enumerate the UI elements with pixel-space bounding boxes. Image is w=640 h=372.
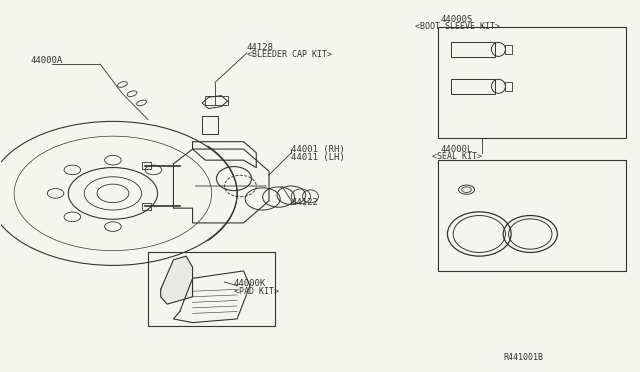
Text: 44000S: 44000S bbox=[441, 15, 473, 23]
Text: <SEAL KIT>: <SEAL KIT> bbox=[432, 152, 482, 161]
Text: 44000L: 44000L bbox=[441, 145, 473, 154]
Bar bbox=[505, 82, 513, 91]
Bar bbox=[205, 96, 228, 105]
Text: <BLEEDER CAP KIT>: <BLEEDER CAP KIT> bbox=[246, 51, 332, 60]
Polygon shape bbox=[161, 256, 193, 304]
Text: 44000K: 44000K bbox=[234, 279, 266, 288]
Bar bbox=[202, 116, 218, 134]
Bar bbox=[438, 27, 626, 138]
Text: 44001 (RH): 44001 (RH) bbox=[291, 145, 345, 154]
Bar bbox=[451, 79, 495, 94]
Text: <PAD KIT>: <PAD KIT> bbox=[234, 287, 279, 296]
Text: 44122: 44122 bbox=[291, 198, 318, 207]
Text: 44000A: 44000A bbox=[30, 56, 62, 65]
Bar bbox=[451, 42, 495, 57]
Text: R441001B: R441001B bbox=[503, 353, 543, 362]
Text: 44128: 44128 bbox=[246, 43, 273, 52]
Bar bbox=[438, 160, 626, 271]
Bar bbox=[141, 203, 151, 210]
Bar bbox=[141, 162, 151, 169]
Bar bbox=[148, 253, 275, 326]
Bar bbox=[505, 45, 513, 54]
Text: 44011 (LH): 44011 (LH) bbox=[291, 153, 345, 162]
Text: <BOOT SLEEVE KIT>: <BOOT SLEEVE KIT> bbox=[415, 22, 499, 31]
